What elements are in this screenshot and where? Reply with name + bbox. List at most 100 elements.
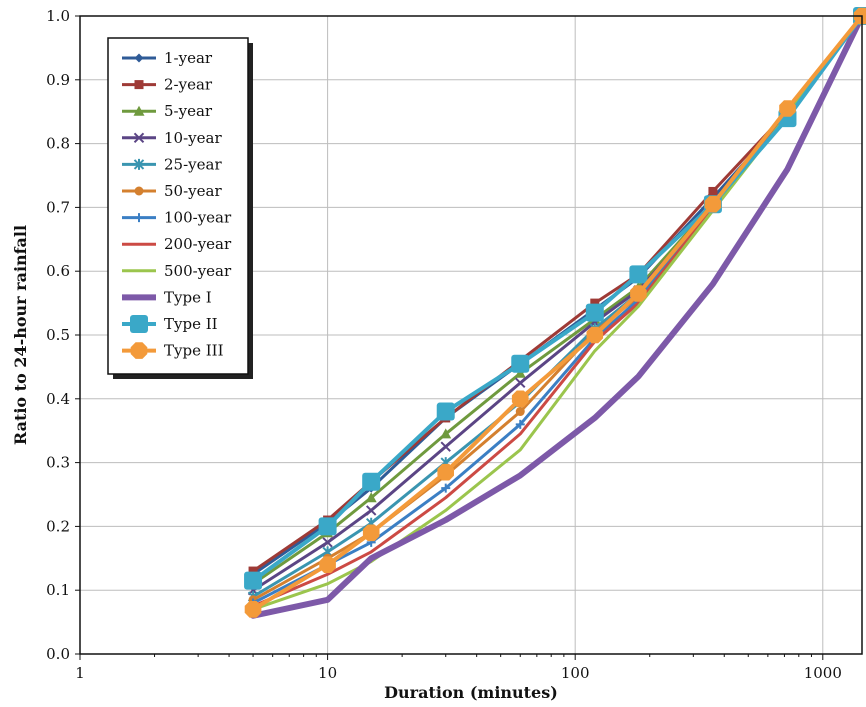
data-point [322, 537, 333, 548]
series-line [250, 13, 865, 619]
legend-label: 200-year [164, 235, 232, 253]
data-point [362, 472, 381, 491]
x-axis-title: Duration (minutes) [384, 683, 558, 702]
data-point [134, 186, 144, 196]
x-tick-label: 1 [75, 664, 85, 682]
ticks: 0.0 0.1 0.2 0.3 0.4 0.5 0.6 0.7 0.8 0.9 1.0 1 10 100 1… [46, 7, 842, 682]
legend-label: 10-year [164, 129, 222, 147]
legend-label: Type II [164, 315, 218, 333]
data-point [585, 303, 604, 322]
y-tick-label: 0.6 [46, 262, 70, 280]
data-point [514, 367, 526, 378]
legend-label: 500-year [164, 262, 232, 280]
x-tick-label: 10 [318, 664, 337, 682]
data-point [365, 492, 377, 503]
data-point [586, 326, 604, 344]
y-tick-label: 0.8 [46, 135, 70, 153]
series-line [251, 14, 864, 602]
y-tick-label: 1.0 [46, 7, 70, 25]
legend-item: Type II [122, 315, 218, 333]
legend-label: 50-year [164, 182, 222, 200]
data-point [437, 463, 454, 481]
data-point [134, 53, 144, 63]
legend-item: 25-year [122, 155, 222, 173]
legend-item: 5-year [122, 102, 213, 120]
data-point [440, 428, 452, 439]
series-line [251, 14, 864, 573]
x-tick-label: 100 [561, 664, 590, 682]
data-point [244, 571, 263, 590]
data-point [319, 556, 336, 573]
series-line [251, 14, 864, 583]
data-point [590, 298, 600, 308]
legend-item: 500-year [122, 262, 232, 280]
legend-label: 1-year [164, 49, 213, 67]
data-point [515, 419, 525, 429]
legend-item: 200-year [122, 235, 232, 253]
data-point [708, 186, 718, 196]
series-line [251, 14, 864, 605]
y-tick-label: 0.5 [46, 326, 70, 344]
legend-item: 2-year [122, 76, 213, 94]
y-tick-label: 0.0 [46, 645, 70, 663]
y-tick-label: 0.4 [46, 390, 70, 408]
y-axis-title: Ratio to 24-hour rainfall [11, 225, 30, 445]
y-tick-label: 0.9 [46, 71, 70, 89]
legend-item: 100-year [122, 209, 232, 227]
data-point [704, 195, 722, 213]
series-50-year [248, 11, 866, 605]
legend-item: 50-year [122, 182, 222, 200]
data-point [629, 265, 648, 284]
data-point [133, 132, 145, 144]
y-tick-label: 0.2 [46, 517, 70, 535]
data-point [133, 158, 145, 170]
data-point [440, 441, 451, 452]
series-2-year [248, 11, 866, 576]
legend-item: Type III [122, 342, 224, 360]
series-type-ii [244, 7, 866, 590]
legend-label: 100-year [164, 209, 232, 227]
data-point [511, 390, 529, 408]
data-point [133, 105, 145, 116]
legend-item: Type I [122, 288, 212, 306]
data-point [511, 354, 530, 373]
legend-label: 2-year [164, 76, 213, 94]
x-tick-label: 1000 [804, 664, 842, 682]
data-point [362, 524, 380, 542]
legend-label: 25-year [164, 155, 222, 173]
data-point [134, 213, 144, 223]
y-tick-label: 0.1 [46, 581, 70, 599]
data-point [441, 483, 451, 493]
legend-label: 5-year [164, 102, 213, 120]
y-tick-label: 0.3 [46, 454, 70, 472]
series-line [251, 14, 864, 576]
legend-item: 1-year [122, 49, 213, 67]
data-point [515, 407, 525, 417]
data-point [244, 601, 262, 618]
plot-frame [79, 15, 863, 655]
data-point [365, 505, 377, 516]
legend-label: Type III [164, 342, 224, 360]
series-type-i [250, 13, 865, 619]
data-point [779, 100, 796, 117]
series-5-year [247, 10, 866, 589]
data-point [130, 315, 148, 333]
legend-item: 10-year [122, 129, 222, 147]
series-lines [244, 7, 866, 619]
data-point [515, 377, 526, 389]
data-point [134, 80, 144, 90]
series-type-iii [244, 7, 866, 618]
series-100-year [248, 11, 866, 608]
series-line [251, 14, 864, 586]
legend: 1-year 2-year 5-year 10-year 25-year 50-year 1… [107, 37, 253, 379]
data-point [130, 342, 148, 359]
series-1-year [248, 11, 866, 579]
data-point [630, 285, 647, 302]
data-point [248, 566, 258, 576]
series-line [251, 14, 864, 612]
y-tick-label: 0.7 [46, 198, 70, 216]
data-point [318, 517, 337, 536]
data-point [436, 402, 455, 421]
legend-label: Type I [164, 288, 212, 306]
